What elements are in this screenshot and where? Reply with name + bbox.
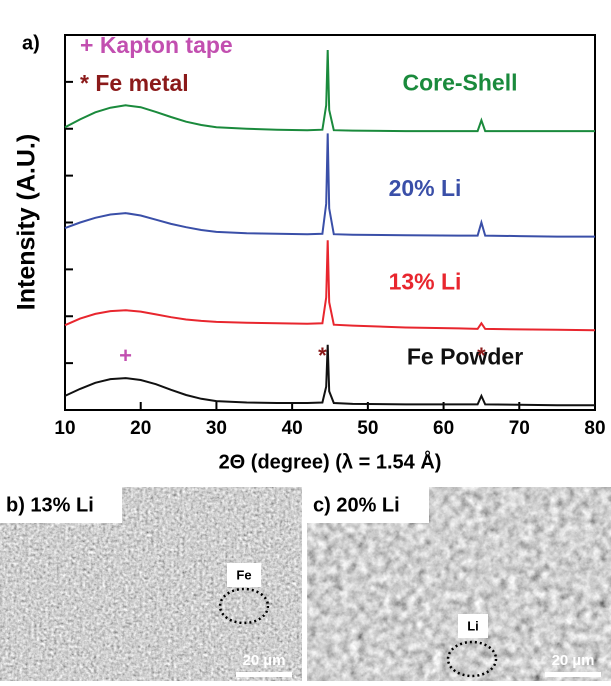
image-label-box	[0, 487, 122, 523]
region-label-box	[458, 614, 488, 638]
x-tick-label: 20	[130, 418, 151, 439]
image-label: b) 13% Li	[6, 494, 94, 516]
x-tick-label: 70	[509, 418, 530, 439]
peak-marker: *	[318, 343, 327, 368]
peak-marker: +	[119, 343, 132, 368]
series-label: Fe Powder	[407, 344, 523, 370]
scale-bar-label: 20 µm	[243, 652, 286, 669]
panel-label: a)	[22, 32, 40, 54]
x-tick-label: 60	[433, 418, 454, 439]
key-entry: + Kapton tape	[80, 32, 233, 58]
series-label: 13% Li	[389, 269, 462, 295]
series-line	[64, 49, 595, 133]
scale-bar	[545, 672, 601, 677]
y-axis-label: Intensity (A.U.)	[13, 134, 41, 310]
region-label-box	[227, 563, 261, 587]
series-line	[64, 133, 595, 238]
sem-image: b) 13% Li Fe 20 µm	[0, 487, 302, 681]
region-outline	[446, 640, 498, 678]
image-label: c) 20% Li	[313, 494, 400, 516]
region-outline	[218, 587, 270, 625]
series-line	[64, 344, 595, 407]
scale-bar-label: 20 µm	[552, 652, 595, 669]
x-axis-label: 2Θ (degree) (λ = 1.54 Å)	[219, 449, 442, 473]
x-tick-label: 80	[584, 418, 605, 439]
sem-image: c) 20% Li Li 20 µm	[307, 487, 611, 681]
scale-bar	[236, 672, 292, 677]
region-label: Li	[467, 618, 479, 633]
region-label: Fe	[236, 567, 251, 582]
peak-marker: *	[477, 343, 486, 368]
key-entry: * Fe metal	[80, 70, 189, 96]
series-label: Core-Shell	[402, 69, 517, 95]
x-tick-label: 40	[282, 418, 303, 439]
image-label-box	[307, 487, 429, 523]
x-tick-label: 10	[54, 418, 75, 439]
x-tick-label: 50	[357, 418, 378, 439]
series-label: 20% Li	[389, 175, 462, 201]
series-line	[64, 240, 596, 332]
x-tick-label: 30	[206, 418, 227, 439]
